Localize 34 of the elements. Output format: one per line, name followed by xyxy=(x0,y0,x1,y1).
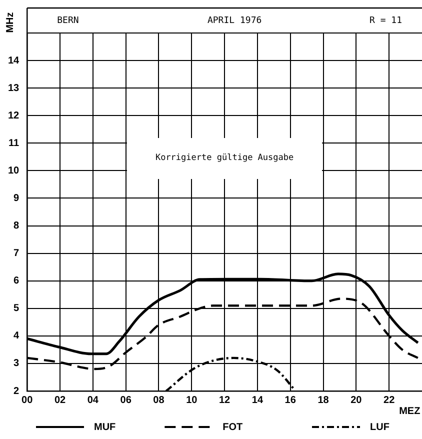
y-tick-label: 9 xyxy=(14,192,20,204)
legend-label: LUF xyxy=(370,422,390,433)
chart-title: APRIL 1976 xyxy=(207,16,262,26)
y-tick-label: 3 xyxy=(14,358,20,370)
y-tick-label: 12 xyxy=(8,110,20,122)
x-tick-label: 08 xyxy=(153,394,165,406)
legend-label: MUF xyxy=(94,422,116,433)
y-tick-label: 5 xyxy=(14,303,20,314)
y-tick-label: 6 xyxy=(14,276,20,287)
y-axis-title: MHz xyxy=(4,12,16,33)
x-tick-label: 22 xyxy=(384,394,396,406)
x-tick-label: 06 xyxy=(120,394,132,406)
legend-label: FOT xyxy=(222,422,243,433)
y-tick-label: 7 xyxy=(14,248,20,260)
x-tick-label: 20 xyxy=(350,394,362,406)
text: BERN xyxy=(57,16,79,26)
x-axis-title: MEZ xyxy=(399,406,420,417)
y-tick-label: 4 xyxy=(14,330,20,342)
x-tick-label: 18 xyxy=(318,394,330,406)
text: R = 11 xyxy=(369,16,402,26)
notice-box: Korrigierte gültige Ausgabe xyxy=(126,138,322,179)
x-tick-label: 12 xyxy=(219,394,231,406)
y-tick-label: 8 xyxy=(14,220,20,232)
y-tick-label: 14 xyxy=(8,55,20,66)
x-tick-label: 00 xyxy=(22,394,34,406)
x-tick-label: 04 xyxy=(87,394,99,406)
x-tick-label: 16 xyxy=(284,394,296,406)
x-tick-label: 10 xyxy=(186,394,198,406)
y-tick-label: 13 xyxy=(8,82,20,94)
x-tick-label: 14 xyxy=(252,394,264,406)
x-tick-label: 02 xyxy=(54,394,66,406)
y-tick-label: 2 xyxy=(14,386,20,397)
y-tick-label: 11 xyxy=(8,138,20,149)
y-tick-label: 10 xyxy=(8,165,20,176)
